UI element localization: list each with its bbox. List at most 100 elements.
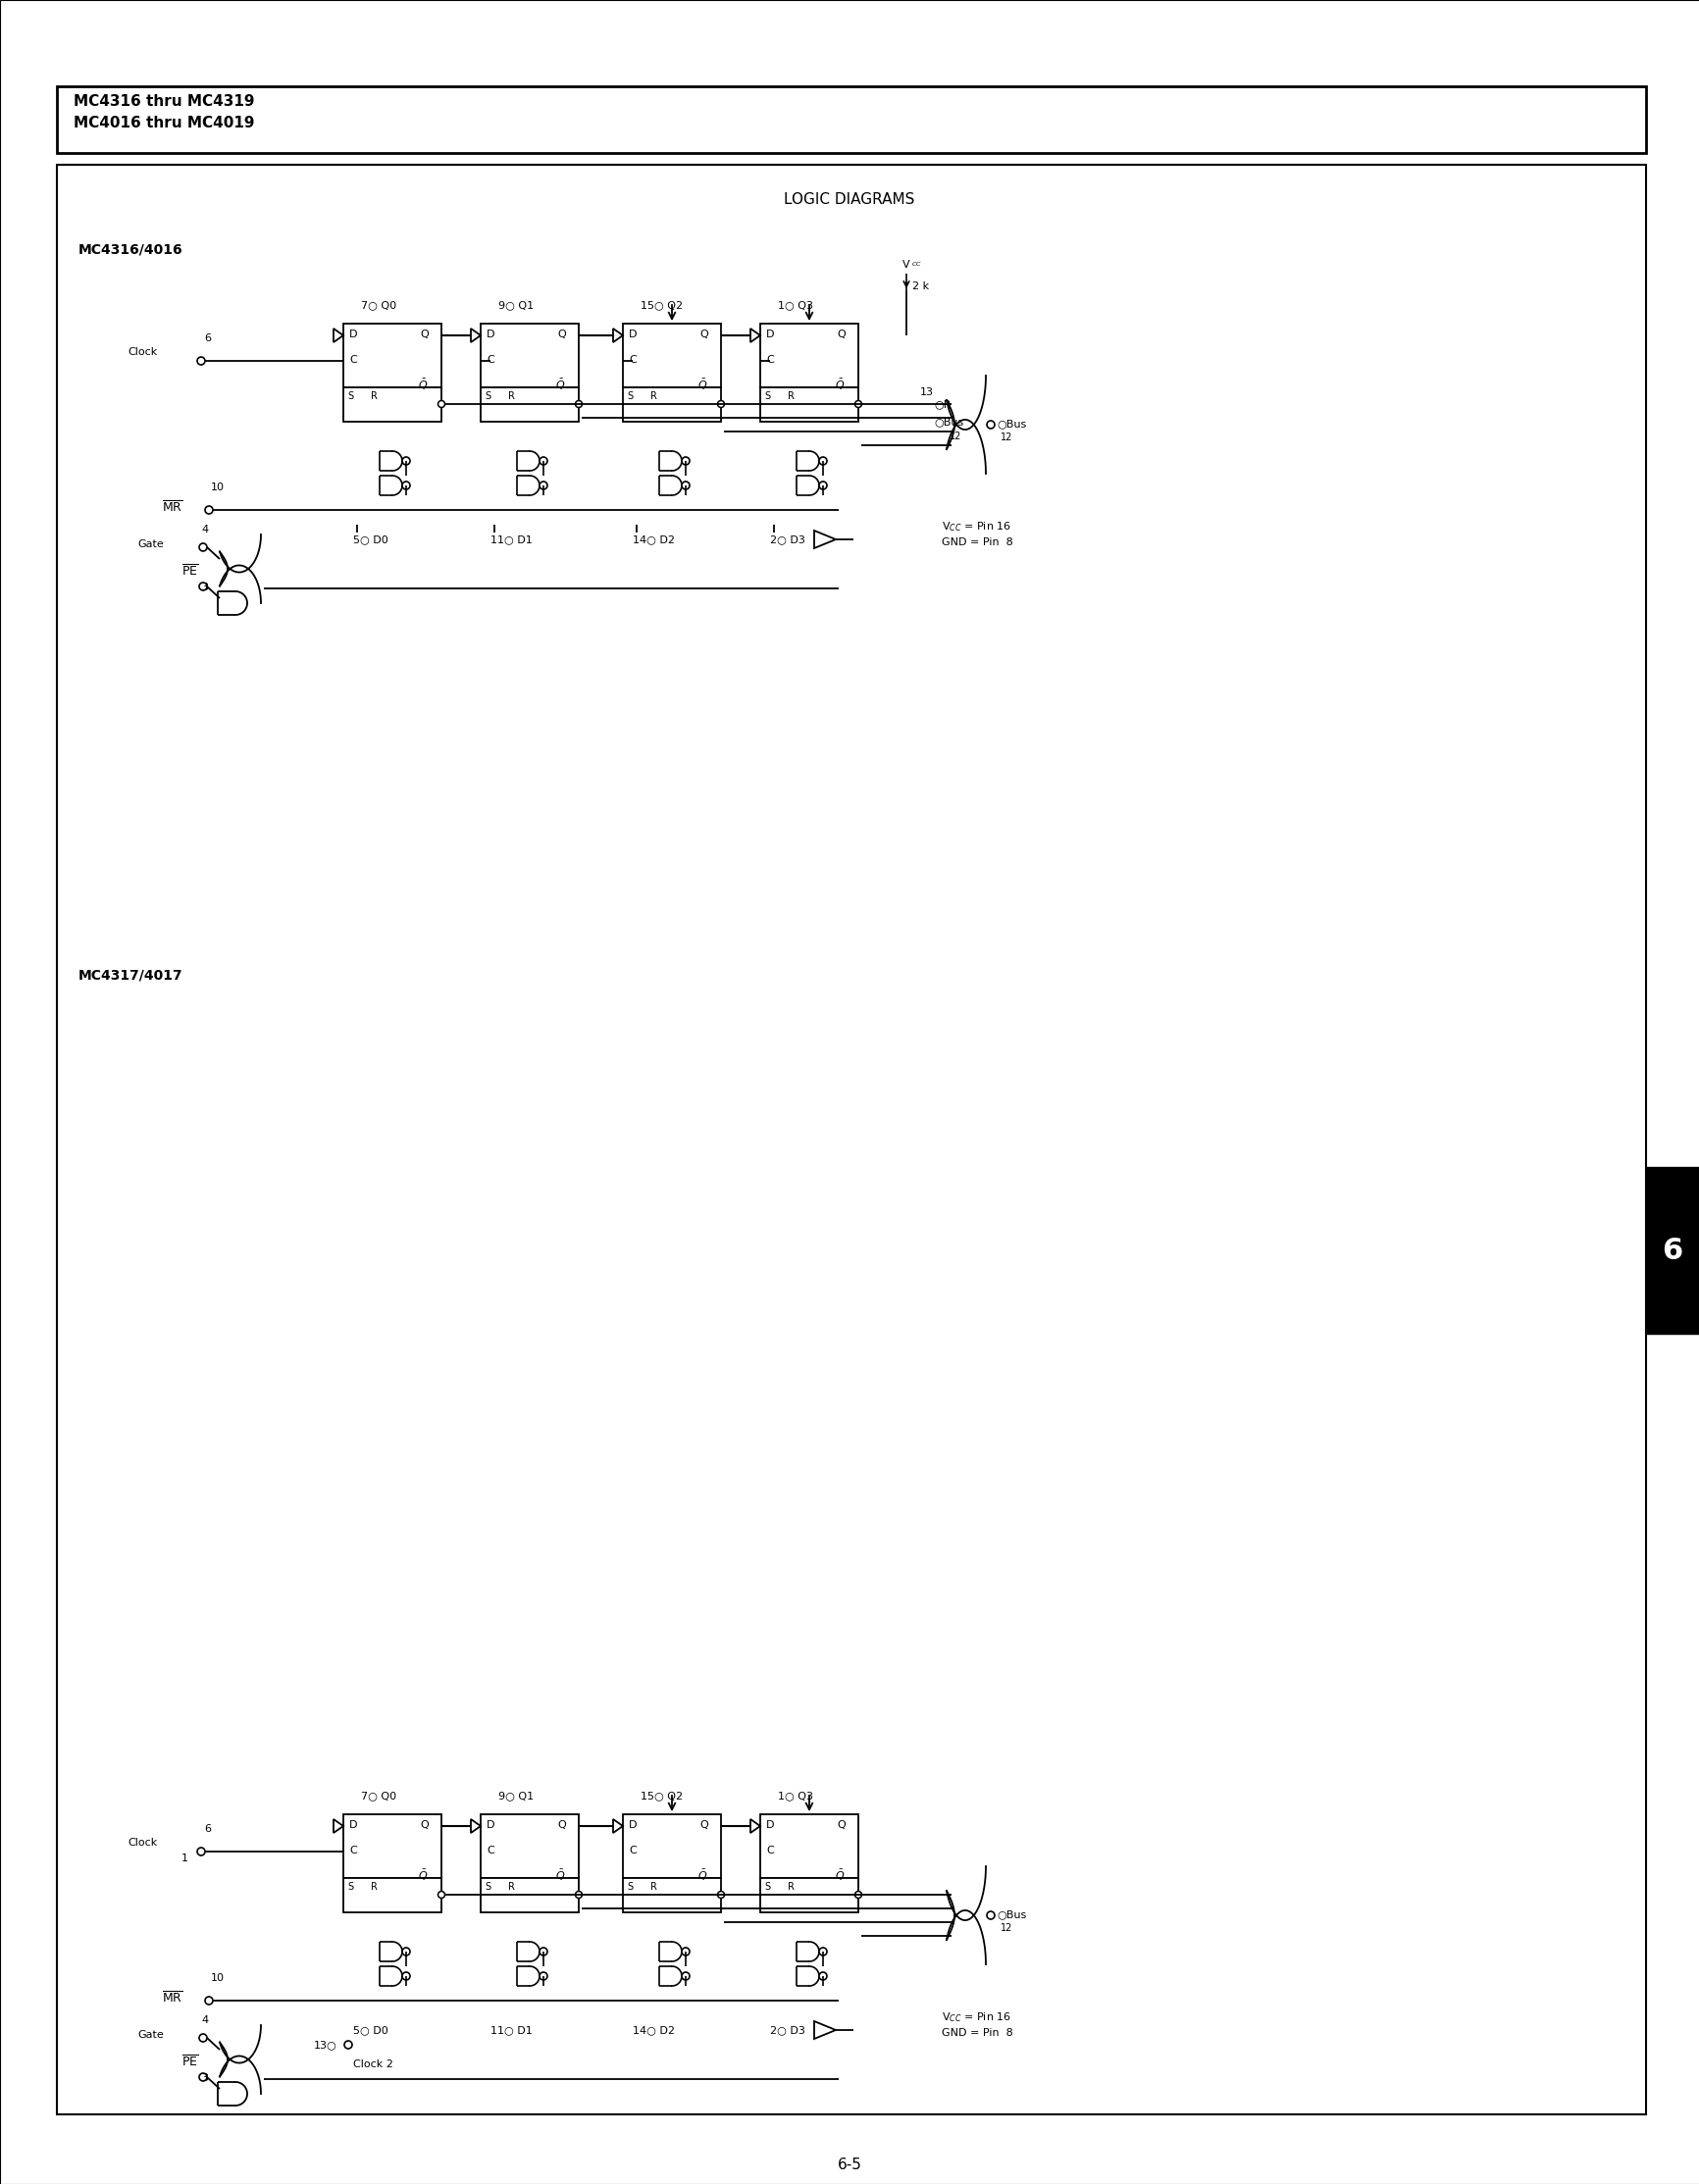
- Circle shape: [681, 456, 690, 465]
- Text: 6: 6: [204, 1824, 211, 1835]
- Circle shape: [345, 2040, 352, 2049]
- Circle shape: [199, 583, 207, 590]
- Text: 1○ Q3: 1○ Q3: [778, 299, 812, 310]
- Text: $\bar{Q}$: $\bar{Q}$: [418, 1867, 428, 1883]
- Text: 12: 12: [950, 432, 962, 441]
- Text: C: C: [629, 1845, 635, 1856]
- Text: MC4316 thru MC4319: MC4316 thru MC4319: [73, 94, 255, 109]
- Bar: [759, 1815, 858, 1878]
- Text: D: D: [766, 330, 775, 339]
- Circle shape: [539, 1948, 547, 1955]
- Circle shape: [717, 1891, 724, 1898]
- Text: Q: Q: [836, 1819, 844, 1830]
- Circle shape: [681, 1972, 690, 1981]
- Text: D: D: [629, 1819, 637, 1830]
- Text: R: R: [651, 391, 658, 402]
- Circle shape: [681, 1948, 690, 1955]
- Text: C: C: [629, 356, 635, 365]
- Text: 1○ Q3: 1○ Q3: [778, 1791, 812, 1800]
- Circle shape: [403, 1948, 409, 1955]
- Bar: [343, 323, 442, 387]
- Text: 11○ D1: 11○ D1: [491, 2025, 532, 2035]
- Text: 15○ Q2: 15○ Q2: [641, 299, 683, 310]
- Circle shape: [197, 356, 206, 365]
- Text: Clock 2: Clock 2: [353, 2060, 392, 2068]
- Bar: [759, 1878, 858, 1913]
- Bar: [759, 387, 858, 422]
- Text: $\overline{\mathrm{PE}}$: $\overline{\mathrm{PE}}$: [182, 563, 199, 579]
- Bar: [481, 1815, 578, 1878]
- Text: GND = Pin  8: GND = Pin 8: [941, 2029, 1013, 2038]
- Circle shape: [717, 400, 724, 408]
- Circle shape: [206, 507, 212, 513]
- Text: Q: Q: [698, 330, 707, 339]
- Text: S: S: [347, 1883, 353, 1891]
- Polygon shape: [749, 1819, 759, 1832]
- Text: 2○ D3: 2○ D3: [770, 535, 805, 544]
- Polygon shape: [613, 1819, 622, 1832]
- Text: S: S: [484, 391, 491, 402]
- Bar: [622, 323, 720, 387]
- Text: Q: Q: [420, 330, 428, 339]
- Text: 11○ D1: 11○ D1: [491, 535, 532, 544]
- Bar: [622, 1815, 720, 1878]
- Text: 7○ Q0: 7○ Q0: [360, 1791, 396, 1800]
- Circle shape: [438, 1891, 445, 1898]
- Text: $\bar{Q}$: $\bar{Q}$: [834, 1867, 844, 1883]
- Circle shape: [197, 1848, 206, 1856]
- Text: 14○ D2: 14○ D2: [632, 535, 675, 544]
- Text: D: D: [629, 330, 637, 339]
- Text: $\bar{Q}$: $\bar{Q}$: [834, 378, 844, 393]
- Text: 10: 10: [211, 483, 224, 491]
- Polygon shape: [471, 1819, 481, 1832]
- Text: C: C: [486, 356, 494, 365]
- Text: Q: Q: [420, 1819, 428, 1830]
- Text: S: S: [627, 1883, 632, 1891]
- Text: S: S: [484, 1883, 491, 1891]
- Text: 6: 6: [1662, 1236, 1682, 1265]
- Text: ○Bus: ○Bus: [933, 417, 963, 426]
- Text: D: D: [486, 1819, 494, 1830]
- Text: 12: 12: [1001, 432, 1013, 443]
- Text: $\bar{Q}$: $\bar{Q}$: [697, 378, 707, 393]
- Circle shape: [574, 400, 581, 408]
- Text: 6: 6: [204, 334, 211, 343]
- Circle shape: [681, 480, 690, 489]
- Bar: [622, 387, 720, 422]
- Text: 4: 4: [200, 2016, 207, 2025]
- Text: D: D: [348, 1819, 357, 1830]
- Text: R: R: [508, 391, 515, 402]
- Text: ○Bus: ○Bus: [996, 419, 1026, 428]
- Text: Clock: Clock: [127, 347, 156, 356]
- Polygon shape: [749, 328, 759, 343]
- Text: Q: Q: [836, 330, 844, 339]
- Text: 5○ D0: 5○ D0: [353, 2025, 387, 2035]
- Text: $\overline{\mathrm{MR}}$: $\overline{\mathrm{MR}}$: [161, 500, 183, 515]
- Text: 14○ D2: 14○ D2: [632, 2025, 675, 2035]
- Circle shape: [539, 480, 547, 489]
- Polygon shape: [814, 2020, 836, 2040]
- Text: 13○: 13○: [314, 2040, 336, 2049]
- Text: S: S: [627, 391, 632, 402]
- Text: $\bar{Q}$: $\bar{Q}$: [697, 1867, 707, 1883]
- Bar: [481, 323, 578, 387]
- Circle shape: [199, 544, 207, 550]
- Text: V$_{CC}$ = Pin 16: V$_{CC}$ = Pin 16: [941, 2011, 1011, 2025]
- Circle shape: [403, 480, 409, 489]
- Text: C: C: [348, 1845, 357, 1856]
- Text: C: C: [348, 356, 357, 365]
- Text: 4: 4: [200, 524, 207, 535]
- Text: V: V: [902, 260, 909, 269]
- Circle shape: [855, 400, 861, 408]
- Text: Gate: Gate: [138, 539, 163, 548]
- Bar: [1645, 1166, 1699, 1334]
- Text: $\bar{Q}$: $\bar{Q}$: [556, 378, 566, 393]
- Text: D: D: [486, 330, 494, 339]
- Text: 10: 10: [211, 1972, 224, 1983]
- Circle shape: [199, 2033, 207, 2042]
- Text: S: S: [765, 391, 770, 402]
- Circle shape: [539, 1972, 547, 1981]
- Bar: [481, 387, 578, 422]
- Bar: [343, 387, 442, 422]
- Polygon shape: [613, 328, 622, 343]
